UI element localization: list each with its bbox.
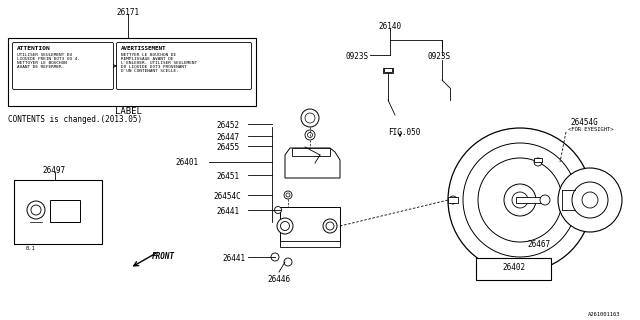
Bar <box>14 180 102 244</box>
Circle shape <box>31 205 41 215</box>
Circle shape <box>27 201 45 219</box>
Circle shape <box>275 206 282 213</box>
Text: 26467: 26467 <box>527 240 550 249</box>
Text: 0923S: 0923S <box>427 52 450 61</box>
Text: REMPLISSAGE AVANT DE: REMPLISSAGE AVANT DE <box>121 57 173 61</box>
Text: 26454G: 26454G <box>570 118 598 127</box>
Text: UTILISER SEULEMENT DU: UTILISER SEULEMENT DU <box>17 53 72 57</box>
Text: FIG.050: FIG.050 <box>388 128 420 137</box>
Circle shape <box>305 113 315 123</box>
Bar <box>292 148 330 156</box>
Circle shape <box>305 130 315 140</box>
Text: NETTOYER LE BOUCHON: NETTOYER LE BOUCHON <box>17 61 67 65</box>
Text: LABEL: LABEL <box>115 107 141 116</box>
Polygon shape <box>285 148 340 178</box>
FancyBboxPatch shape <box>13 43 113 90</box>
Text: 26454C: 26454C <box>213 192 241 201</box>
Circle shape <box>463 143 577 257</box>
Bar <box>50 200 80 222</box>
Text: 26441: 26441 <box>222 254 245 263</box>
Circle shape <box>448 128 592 272</box>
Text: 26441: 26441 <box>216 207 239 216</box>
Circle shape <box>504 184 536 216</box>
Text: 26446: 26446 <box>268 275 291 284</box>
FancyBboxPatch shape <box>116 43 252 90</box>
Bar <box>448 197 458 203</box>
Circle shape <box>301 109 319 127</box>
Text: AVERTISSEMENT: AVERTISSEMENT <box>121 46 166 51</box>
Text: CONTENTS is changed.(2013.05): CONTENTS is changed.(2013.05) <box>8 115 142 124</box>
Circle shape <box>540 195 550 205</box>
Text: 0923S: 0923S <box>346 52 369 61</box>
Text: LIQUIDE FREIN DOT3 OU 4.: LIQUIDE FREIN DOT3 OU 4. <box>17 57 80 61</box>
Bar <box>534 158 542 162</box>
Circle shape <box>478 158 562 242</box>
Circle shape <box>558 168 622 232</box>
Bar <box>280 207 340 245</box>
Bar <box>384 68 392 72</box>
Text: 26451: 26451 <box>216 172 239 181</box>
Text: 0.1: 0.1 <box>26 246 36 251</box>
Circle shape <box>449 196 457 204</box>
Bar <box>476 258 551 280</box>
Circle shape <box>286 193 290 197</box>
Circle shape <box>284 191 292 199</box>
Text: A261001163: A261001163 <box>588 312 620 317</box>
Circle shape <box>326 222 334 230</box>
Circle shape <box>271 253 279 261</box>
Circle shape <box>280 221 289 230</box>
Text: 26402: 26402 <box>502 263 525 272</box>
Text: 26447: 26447 <box>216 133 239 142</box>
Circle shape <box>534 158 542 166</box>
Text: D'UN CONTENANT SCELLE.: D'UN CONTENANT SCELLE. <box>121 69 179 73</box>
Text: FRONT: FRONT <box>152 252 175 261</box>
Text: 26497: 26497 <box>42 166 65 175</box>
Bar <box>516 197 541 203</box>
Text: 26140: 26140 <box>378 22 401 31</box>
Circle shape <box>323 219 337 233</box>
Text: L'ENLEVER. UTILISER SEULEMENT: L'ENLEVER. UTILISER SEULEMENT <box>121 61 197 65</box>
Text: NETTYER LE BOUCHON DE: NETTYER LE BOUCHON DE <box>121 53 176 57</box>
Text: 26171: 26171 <box>116 8 140 17</box>
Text: 26401: 26401 <box>175 158 198 167</box>
Bar <box>8 38 256 106</box>
Text: DU LIQUIDE DOT3 PROVENANT: DU LIQUIDE DOT3 PROVENANT <box>121 65 187 69</box>
Circle shape <box>582 192 598 208</box>
Text: ATTENTION: ATTENTION <box>17 46 51 51</box>
Text: 26455: 26455 <box>216 143 239 152</box>
Circle shape <box>307 132 312 138</box>
Circle shape <box>572 182 608 218</box>
Circle shape <box>284 258 292 266</box>
Bar <box>280 241 340 247</box>
Text: <FOR EYESIGHT>: <FOR EYESIGHT> <box>568 127 614 132</box>
Circle shape <box>277 218 293 234</box>
Text: AVANT DE REFERMER.: AVANT DE REFERMER. <box>17 65 64 69</box>
Circle shape <box>512 192 528 208</box>
Bar <box>383 68 393 73</box>
Text: 26452: 26452 <box>216 121 239 130</box>
